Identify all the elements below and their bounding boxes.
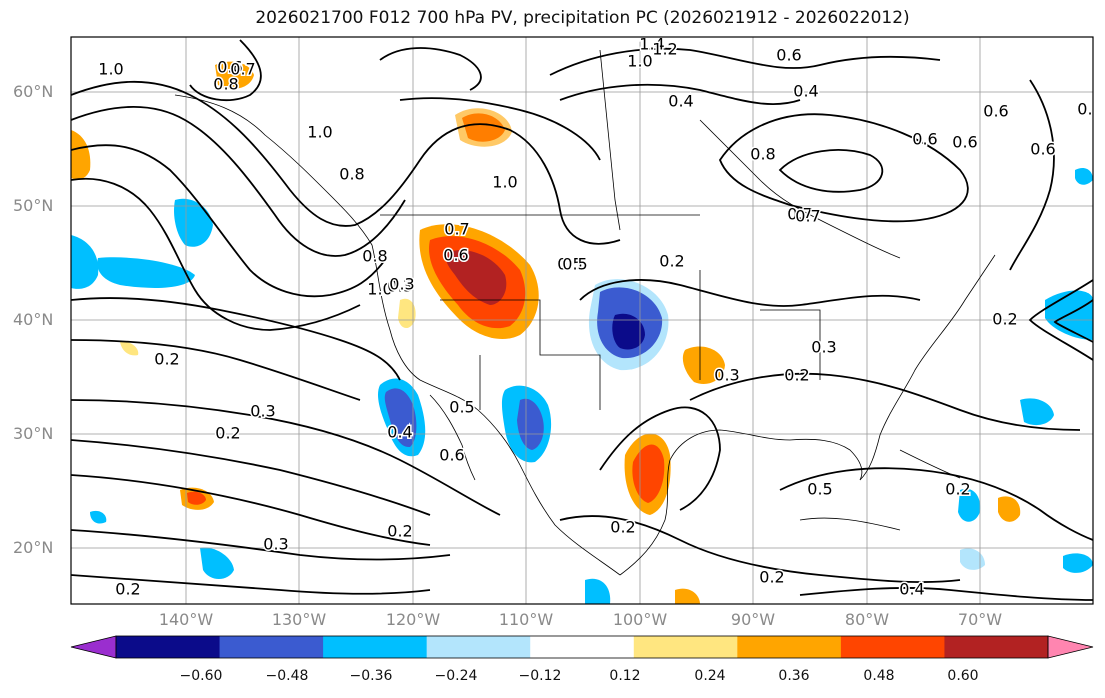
colorbar-segment [737, 636, 842, 658]
contour-label: 0.2 [759, 568, 784, 587]
contour-label: 0.2 [610, 518, 635, 537]
lat-label-40: 40°N [13, 310, 54, 329]
lon-label-100w: 100°W [612, 610, 668, 629]
contour-label: 0.2 [115, 580, 140, 599]
colorbar-segment [840, 636, 945, 658]
contour-label: 0.8 [339, 165, 364, 184]
contour-label: 0.2 [215, 424, 240, 443]
contour-label: 0.2 [992, 310, 1017, 329]
map-frame [70, 36, 1094, 605]
contour-label: 0.3 [263, 535, 288, 554]
contour-label: 0.4 [899, 580, 924, 599]
contour-label: 0.2 [945, 480, 970, 499]
contour-label: 0.6 [912, 130, 937, 149]
contour-label: 1.0 [307, 123, 332, 142]
contour-label: 0.6 [217, 58, 242, 77]
colorbar [70, 635, 1094, 659]
lon-label-110w: 110°W [498, 610, 554, 629]
contour-label: 1.4 [639, 35, 664, 54]
contour-label: 0.7 [795, 207, 820, 226]
colorbar-tick-label: 0.12 [609, 668, 641, 684]
colorbar-segment [633, 636, 738, 658]
colorbar-segment [116, 636, 221, 658]
contour-label: 0.8 [750, 145, 775, 164]
lat-label-60: 60°N [13, 82, 54, 101]
contour-label: 0.6 [952, 133, 977, 152]
contour-label: 0.5 [807, 480, 832, 499]
contour-label: 0.6 [983, 102, 1008, 121]
contour-label: 0.6 [439, 446, 464, 465]
precipitation-shading [71, 61, 1093, 604]
lat-label-30: 30°N [13, 424, 54, 443]
contour-label: 0.2 [154, 350, 179, 369]
lon-label-120w: 120°W [385, 610, 441, 629]
colorbar-tick-label: −0.48 [265, 668, 309, 684]
contour-label: 0.5 [557, 255, 582, 274]
contour-label: 1.0 [492, 173, 517, 192]
contour-label: 0.4 [387, 423, 412, 442]
contour-label: 0.7 [787, 205, 812, 224]
contour-label: 0.2 [784, 366, 809, 385]
colorbar-segment [323, 636, 428, 658]
colorbar-segment [530, 636, 635, 658]
contour-labels: 0.60.70.81.01.41.21.0 0.60.40.6 0.61.00.8 1… [97, 35, 1102, 600]
pv-contours [71, 39, 1093, 601]
colorbar-tick-label: −0.24 [434, 668, 478, 684]
lat-label-20: 20°N [13, 538, 54, 557]
contour-label: 0.2 [659, 252, 684, 271]
colorbar-tick-label: −0.60 [179, 668, 223, 684]
contour-label: 0.3 [250, 402, 275, 421]
contour-label: 0.6 [1030, 140, 1055, 159]
contour-label: 0.8 [362, 247, 387, 266]
map-background [71, 37, 1093, 604]
contour-label: 0.7 [230, 60, 255, 79]
contour-label: 0.5 [562, 255, 587, 274]
contour-label: 1.2 [652, 40, 677, 59]
contour-label: 0.5 [449, 398, 474, 417]
map-title: 2026021700 F012 700 hPa PV, precipitatio… [255, 8, 910, 28]
colorbar-tick-label: −0.12 [518, 668, 562, 684]
lon-label-140w: 140°W [158, 610, 214, 629]
lat-label-50: 50°N [13, 196, 54, 215]
contour-label: 0.3 [387, 277, 412, 296]
lon-label-90w: 90°W [730, 610, 776, 629]
contour-label: 0.3 [811, 338, 836, 357]
contour-label: 0.4 [793, 82, 818, 101]
contour-label: 1.0 [627, 52, 652, 71]
colorbar-tick-label: −0.36 [349, 668, 393, 684]
colorbar-tick-label: 0.24 [694, 668, 726, 684]
lon-label-80w: 80°W [844, 610, 890, 629]
colorbar-arrow-left [70, 635, 117, 659]
colorbar-segment [219, 636, 324, 658]
contour-label: 0.2 [387, 522, 412, 541]
contour-label: 0.3 [389, 275, 414, 294]
contour-label: 0.6 [776, 46, 801, 65]
colorbar-tick-label: 0.60 [947, 668, 979, 684]
colorbar-tick-label: 0.48 [863, 668, 895, 684]
colorbar-arrow-right [1047, 635, 1094, 659]
contour-label: 1.0 [98, 60, 123, 79]
colorbar-tick-label: 0.36 [778, 668, 810, 684]
colorbar-segment [426, 636, 531, 658]
coastlines [174, 49, 996, 576]
contour-label: 0.8 [213, 75, 238, 94]
lon-label-70w: 70°W [957, 610, 1003, 629]
contour-label: 1.0 [367, 280, 392, 299]
lon-label-130w: 130°W [271, 610, 327, 629]
colorbar-outline [115, 635, 1049, 659]
contour-label: 0.7 [444, 220, 469, 239]
contour-label: 0.3 [1077, 100, 1102, 119]
contour-label: 0.6 [443, 246, 468, 265]
contour-label: 0.4 [668, 92, 693, 111]
colorbar-segment [944, 636, 1049, 658]
contour-label: 0.3 [714, 366, 739, 385]
